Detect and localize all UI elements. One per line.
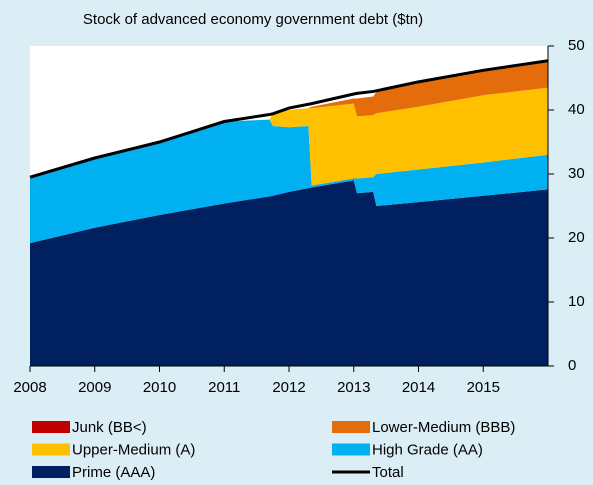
legend-label: Total (372, 464, 404, 481)
legend-swatch (332, 443, 370, 456)
x-tick-label: 2014 (402, 379, 435, 396)
legend-label: High Grade (AA) (372, 441, 483, 458)
legend-label: Junk (BB<) (72, 419, 147, 436)
x-tick-label: 2009 (78, 379, 111, 396)
total-line (29, 59, 549, 179)
y-tick-label: 10 (568, 293, 585, 310)
area (30, 87, 548, 186)
x-tick-label: 2011 (208, 379, 240, 396)
y-tick-label: 50 (568, 37, 585, 54)
legend-swatch (32, 466, 70, 478)
y-tick-label: 30 (568, 165, 585, 182)
areas (29, 59, 549, 366)
legend: Junk (BB<) Lower-Medium (BBB) Upper-Medium… (32, 419, 515, 481)
legend-swatch (32, 443, 70, 456)
axes: 0 10 20 30 40 50 2008 2009 2010 2011 2012 2013 2014 2… (13, 37, 584, 396)
legend-label: Upper-Medium (A) (72, 441, 195, 458)
x-tick-label: 2015 (467, 379, 500, 396)
x-tick-label: 2010 (143, 379, 176, 396)
x-tick-label: 2012 (272, 379, 305, 396)
y-tick-label: 20 (568, 229, 585, 246)
legend-label: Prime (AAA) (72, 464, 155, 481)
area (30, 119, 548, 244)
x-tick-label: 2013 (337, 379, 370, 396)
chart-title: Stock of advanced economy government deb… (83, 11, 423, 28)
y-tick-label: 40 (568, 101, 585, 118)
area (30, 60, 548, 178)
legend-swatch (32, 421, 70, 433)
y-tick-label: 0 (568, 357, 576, 374)
x-tick-label: 2008 (13, 379, 46, 396)
area (30, 180, 548, 366)
legend-swatch (332, 421, 370, 433)
legend-label: Lower-Medium (BBB) (372, 419, 515, 436)
